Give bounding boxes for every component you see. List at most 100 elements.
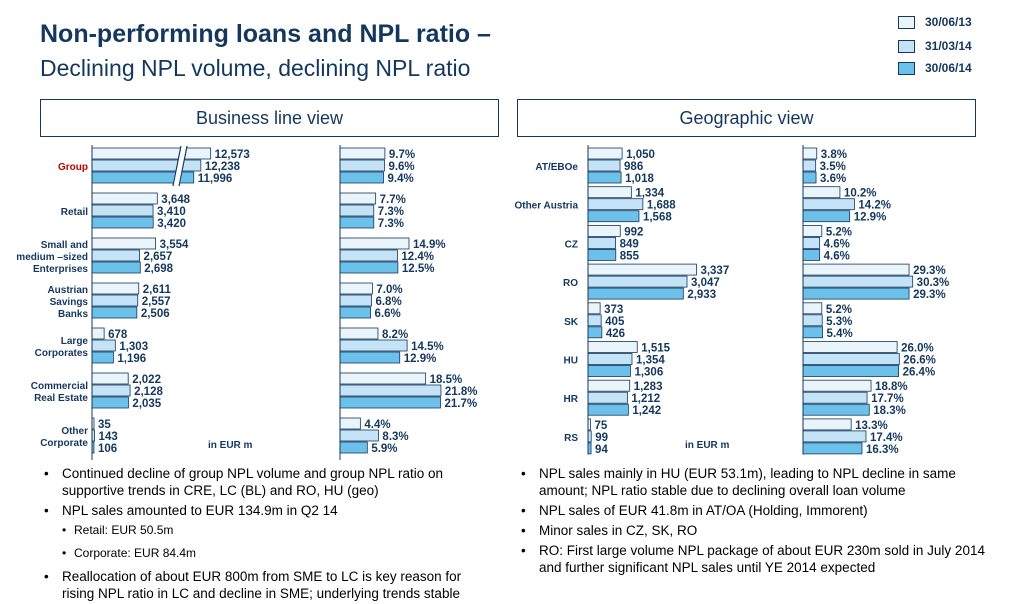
- data-label: 17.7%: [871, 393, 904, 405]
- bar: [339, 147, 386, 160]
- data-label: 1,196: [117, 353, 146, 365]
- bar: [91, 282, 140, 295]
- legend-swatch: [898, 15, 915, 29]
- bar: [339, 159, 385, 172]
- sub-bullet-item: Retail: EUR 50.5m: [40, 522, 490, 539]
- bar: [802, 302, 823, 315]
- sub-bullet-item: Corporate: EUR 84.4m: [40, 545, 490, 562]
- bar: [587, 224, 621, 237]
- bar: [587, 210, 640, 223]
- bar: [802, 341, 898, 353]
- bar: [91, 351, 114, 364]
- data-label: 29.3%: [913, 289, 946, 301]
- category-label: AT/EBOe: [535, 162, 578, 173]
- category-label: SK: [564, 317, 579, 328]
- data-label: 2,128: [134, 386, 163, 398]
- page-title: Non-performing loans and NPL ratio –: [40, 20, 491, 48]
- axis-break-gap: [173, 145, 187, 187]
- data-label: 12.9%: [854, 212, 887, 224]
- geographic-header: Geographic view: [517, 99, 976, 137]
- bar: [587, 403, 629, 416]
- data-label: 5.3%: [826, 316, 852, 328]
- bar: [339, 204, 375, 217]
- bar: [91, 306, 138, 319]
- bar: [802, 418, 852, 431]
- bar: [339, 327, 379, 340]
- data-label: 1,018: [625, 173, 654, 185]
- data-label: 405: [605, 316, 625, 328]
- data-label: 5.4%: [827, 328, 853, 340]
- bar: [802, 159, 817, 172]
- data-label: 3,420: [157, 218, 186, 230]
- bar: [339, 237, 410, 250]
- bar: [339, 441, 368, 454]
- data-label: 1,334: [635, 188, 664, 200]
- bar: [339, 216, 375, 229]
- bar: [587, 171, 622, 184]
- legend-swatch: [898, 61, 915, 75]
- data-label: 9.7%: [389, 149, 415, 161]
- bar: [91, 237, 157, 250]
- bar: [339, 429, 379, 442]
- bar: [802, 353, 900, 365]
- data-label: 3,648: [161, 194, 190, 206]
- legend-item: 31/03/14: [898, 38, 972, 54]
- data-label: 855: [620, 250, 640, 262]
- data-label: 1,306: [634, 367, 663, 379]
- data-label: 13.3%: [855, 420, 888, 432]
- bar: [802, 314, 823, 327]
- category-label: Other Austria: [514, 201, 578, 212]
- bar: [802, 171, 817, 184]
- category-label: HU: [564, 356, 578, 367]
- unit-label: in EUR m: [685, 440, 730, 451]
- bullet-item: NPL sales of EUR 41.8m in AT/OA (Holding…: [517, 502, 987, 519]
- bar: [91, 216, 154, 229]
- data-label: 426: [606, 328, 625, 340]
- data-label: 12.4%: [401, 251, 434, 263]
- bar: [587, 147, 623, 160]
- bar: [802, 263, 910, 276]
- bullets-right: NPL sales mainly in HU (EUR 53.1m), lead…: [517, 465, 987, 579]
- bar: [91, 204, 154, 217]
- data-label: 5.2%: [826, 304, 852, 316]
- axis-break-line: [178, 145, 188, 187]
- legend-swatch: [898, 39, 915, 53]
- data-label: 35: [98, 419, 111, 431]
- data-label: 26.6%: [903, 355, 936, 367]
- bar: [339, 372, 427, 385]
- bar: [339, 261, 399, 274]
- category-label: HR: [564, 394, 579, 405]
- data-label: 18.5%: [430, 374, 463, 386]
- data-label: 14.5%: [411, 341, 444, 353]
- data-label: 12.9%: [404, 353, 437, 365]
- bar: [91, 372, 129, 385]
- data-label: 1,568: [643, 212, 672, 224]
- bar: [91, 159, 202, 172]
- bullet-item: Continued decline of group NPL volume an…: [40, 465, 490, 499]
- data-label: 7.7%: [380, 194, 406, 206]
- category-label: RS: [564, 433, 578, 444]
- bar: [339, 339, 408, 352]
- data-label: 3,554: [160, 239, 189, 251]
- data-label: 8.3%: [382, 431, 408, 443]
- data-label: 1,050: [626, 149, 655, 161]
- data-label: 2,506: [141, 308, 170, 320]
- bar: [802, 186, 841, 199]
- bar: [91, 339, 116, 352]
- bar: [802, 147, 818, 160]
- bar: [802, 210, 851, 223]
- data-label: 94: [595, 444, 608, 456]
- bar: [339, 306, 371, 319]
- category-label: Commercial: [31, 381, 88, 392]
- category-label: CZ: [565, 239, 578, 250]
- data-label: 849: [620, 238, 639, 250]
- bar: [802, 430, 867, 443]
- legend-label: 30/06/13: [925, 15, 972, 29]
- legend-label: 31/03/14: [925, 39, 972, 53]
- data-label: 2,933: [687, 289, 716, 301]
- bar: [91, 192, 158, 205]
- category-label: Corporates: [35, 348, 89, 359]
- bar: [339, 294, 372, 307]
- data-label: 12.5%: [402, 263, 435, 275]
